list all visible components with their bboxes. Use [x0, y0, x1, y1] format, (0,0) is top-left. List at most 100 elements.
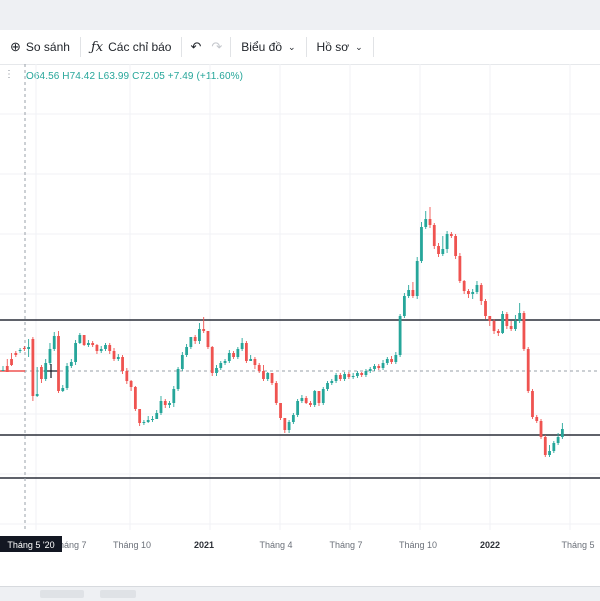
candle-body: [168, 403, 171, 405]
price-chart[interactable]: Tháng 7 Tháng 10 2021 Tháng 4 Tháng 7 Tháng 1…: [0, 64, 600, 586]
browser-top-strip: [0, 0, 600, 31]
compare-label: So sánh: [25, 40, 70, 54]
candles: [1, 207, 564, 457]
candle-body: [475, 285, 479, 292]
undo-icon[interactable]: ↶: [190, 39, 202, 54]
candle-body: [449, 234, 453, 236]
candle-body: [180, 355, 184, 369]
candle-body: [57, 336, 60, 391]
candle-body: [283, 418, 287, 430]
candle-body: [215, 368, 218, 373]
bottom-tab[interactable]: [100, 590, 136, 598]
candle-body: [398, 316, 402, 355]
candle-body: [227, 353, 231, 361]
candle-body: [142, 422, 146, 423]
plus-circle-icon: ⊕: [10, 39, 21, 54]
candle-body: [279, 403, 282, 418]
candle-body: [5, 366, 9, 372]
candle-body: [69, 362, 73, 366]
candle-body: [462, 281, 466, 291]
candle-body: [505, 314, 509, 326]
candle-body: [52, 336, 56, 349]
candle-body: [518, 313, 522, 321]
horizontal-levels: [0, 319, 600, 479]
candle-body: [22, 348, 26, 349]
compare-button[interactable]: ⊕ So sánh: [0, 30, 80, 64]
candle-body: [125, 371, 129, 381]
indicators-label: Các chỉ báo: [108, 40, 172, 54]
candle-body: [104, 345, 107, 349]
bottom-tab[interactable]: [40, 590, 84, 598]
candle-body: [121, 357, 124, 371]
candle-body: [236, 349, 240, 357]
crosshair-time-label: Tháng 5 '20: [7, 540, 54, 550]
time-axis-tick: Tháng 10: [399, 540, 437, 550]
candle-body: [300, 398, 304, 401]
candle-body: [1, 370, 5, 371]
toolbar-divider: [79, 37, 81, 57]
candle-body: [488, 316, 492, 321]
candle-body: [189, 337, 193, 347]
candle-body: [343, 374, 346, 379]
redo-icon[interactable]: ↷: [211, 39, 223, 54]
candle-body: [193, 337, 197, 341]
candle-body: [437, 246, 440, 254]
time-axis-tick: 2021: [194, 540, 214, 550]
toolbar-divider: [305, 37, 307, 57]
candle-body: [146, 420, 150, 422]
candle-body: [240, 343, 244, 349]
candle-body: [108, 345, 112, 351]
candle-body: [91, 343, 95, 345]
candle-body: [266, 373, 270, 379]
candle-body: [185, 347, 189, 355]
candle-body: [219, 363, 223, 368]
candle-body: [18, 350, 22, 351]
profile-label: Hồ sơ: [316, 40, 350, 54]
profile-button[interactable]: Hồ sơ ⌄: [307, 30, 373, 64]
candle-body: [368, 369, 372, 371]
time-axis: Tháng 7 Tháng 10 2021 Tháng 4 Tháng 7 Tháng 1…: [0, 536, 595, 552]
chart-type-button[interactable]: Biểu đồ ⌄: [231, 30, 305, 64]
candle-body: [330, 381, 334, 383]
bottom-scroll-strip: [0, 586, 600, 601]
candle-body: [321, 389, 325, 403]
toolbar-divider: [372, 37, 374, 57]
candle-body: [176, 369, 180, 389]
candle-body: [163, 401, 167, 405]
candle-body: [206, 331, 210, 347]
candle-body: [509, 326, 513, 329]
candle-body: [27, 347, 31, 349]
candle-body: [138, 409, 142, 423]
candle-body: [424, 219, 428, 227]
candle-body: [223, 361, 227, 363]
time-axis-tick: Tháng 7: [53, 540, 86, 550]
candle-body: [210, 347, 214, 373]
candle-body: [78, 335, 82, 343]
candle-body: [415, 261, 419, 296]
candle-body: [48, 349, 52, 363]
candle-body: [65, 366, 69, 388]
candle-body: [112, 351, 116, 359]
candle-body: [133, 387, 137, 409]
candle-body: [514, 321, 517, 329]
undo-redo-group: ↶ ↷: [182, 39, 230, 55]
candle-body: [522, 313, 526, 349]
more-dots-icon[interactable]: ⋮: [4, 69, 15, 80]
candle-body: [82, 335, 86, 345]
time-axis-tick: Tháng 5: [561, 540, 594, 550]
indicators-button[interactable]: ƒx Các chỉ báo: [81, 30, 182, 64]
candle-body: [526, 349, 530, 391]
candle-body: [262, 371, 265, 379]
candle-body: [274, 383, 278, 403]
candle-body: [35, 394, 39, 396]
candle-body: [74, 343, 77, 362]
crosshair: [0, 64, 600, 530]
candle-body: [202, 329, 206, 331]
candle-body: [313, 391, 317, 405]
time-axis-tick: Tháng 7: [329, 540, 362, 550]
candle-body: [87, 343, 90, 345]
candle-body: [556, 437, 560, 443]
time-axis-tick: Tháng 4: [259, 540, 292, 550]
candle-body: [381, 363, 385, 368]
candle-body: [253, 359, 257, 365]
